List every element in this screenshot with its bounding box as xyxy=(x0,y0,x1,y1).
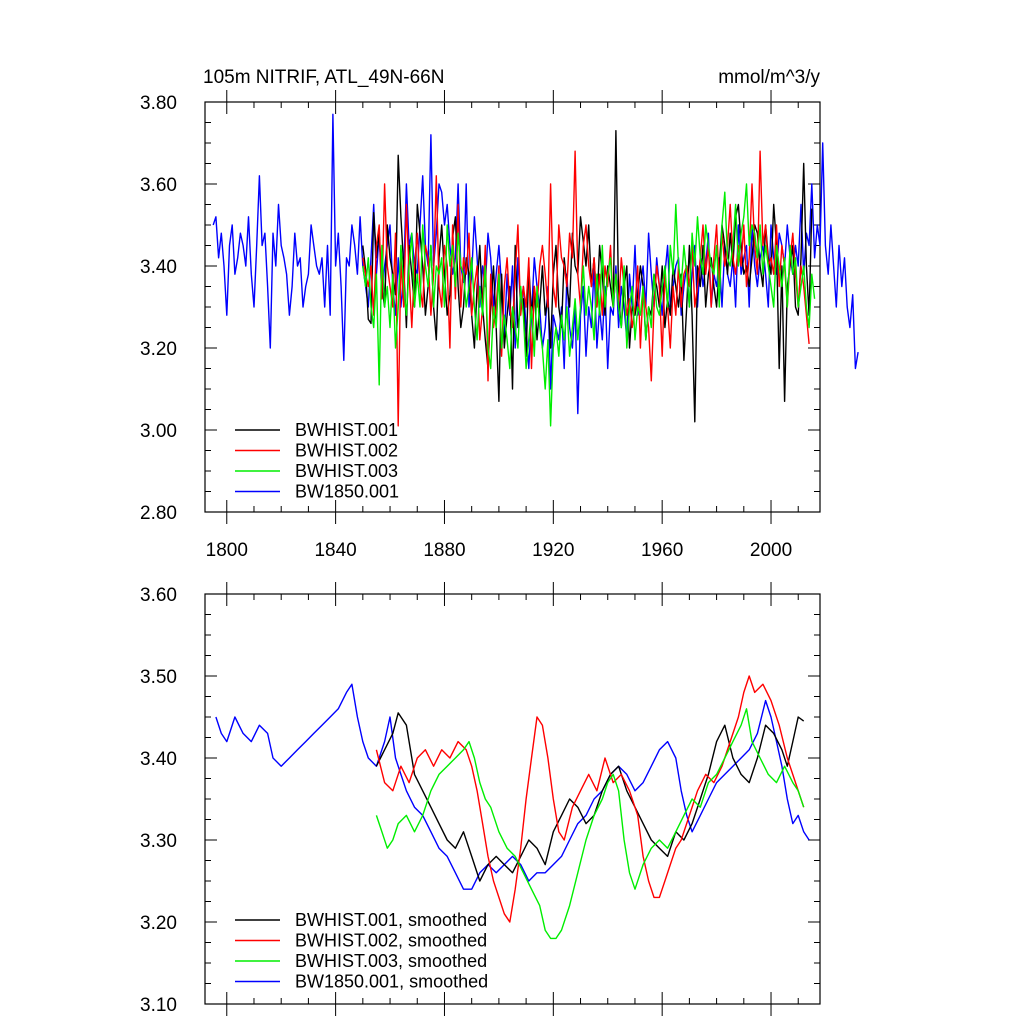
bottom-axis-ticks xyxy=(205,582,820,1016)
y-tick-label: 3.40 xyxy=(140,749,177,770)
y-tick-label: 2.80 xyxy=(140,503,177,524)
y-tick-label: 3.00 xyxy=(140,421,177,442)
x-tick-label: 1880 xyxy=(423,540,465,561)
series-line-bwhist-002 xyxy=(362,150,810,427)
x-tick-label: 1840 xyxy=(314,540,356,561)
legend-label-bw1850-001-smoothed: BW1850.001, smoothed xyxy=(295,972,488,992)
y-tick-label: 3.20 xyxy=(140,913,177,934)
series-line-bw1850-001-smoothed xyxy=(215,683,810,890)
y-tick-label: 3.60 xyxy=(140,585,177,606)
legend-label-bwhist-003: BWHIST.003 xyxy=(295,461,398,481)
bottom-axis-labels: 3.10 3.20 3.30 3.40 3.50 3.60 xyxy=(140,585,177,1016)
series-line-bwhist-003 xyxy=(362,183,816,427)
legend-label-bw1850-001: BW1850.001 xyxy=(295,482,399,502)
y-tick-label: 3.60 xyxy=(140,175,177,196)
top-axis-labels: 1800 1840 1880 1920 1960 2000 2.80 3.00 3.20 3.40… xyxy=(140,93,792,561)
x-tick-label: 1960 xyxy=(641,540,683,561)
y-tick-label: 3.80 xyxy=(140,93,177,114)
y-tick-label: 3.30 xyxy=(140,831,177,852)
top-axis-ticks xyxy=(205,90,820,524)
legend-label-bwhist-002-smoothed: BWHIST.002, smoothed xyxy=(295,931,487,951)
series-line-bwhist-003-smoothed xyxy=(375,708,805,940)
legend-label-bwhist-002: BWHIST.002 xyxy=(295,441,398,461)
y-tick-label: 3.40 xyxy=(140,257,177,278)
legend-label-bwhist-001: BWHIST.001 xyxy=(295,420,398,440)
bottom-plot-series xyxy=(215,675,810,940)
legend-label-bwhist-003-smoothed: BWHIST.003, smoothed xyxy=(295,951,487,971)
top-plot-series xyxy=(212,113,859,427)
y-tick-label: 3.10 xyxy=(140,995,177,1016)
y-tick-label: 3.20 xyxy=(140,339,177,360)
x-tick-label: 1920 xyxy=(532,540,574,561)
top-chart-units: mmol/m^3/y xyxy=(718,67,820,88)
top-chart-title: 105m NITRIF, ATL_49N-66N xyxy=(203,67,444,88)
legend-label-bwhist-001-smoothed: BWHIST.001, smoothed xyxy=(295,910,487,930)
x-tick-label: 2000 xyxy=(750,540,792,561)
x-tick-label: 1800 xyxy=(206,540,248,561)
y-tick-label: 3.50 xyxy=(140,667,177,688)
series-line-bwhist-002-smoothed xyxy=(375,675,805,923)
